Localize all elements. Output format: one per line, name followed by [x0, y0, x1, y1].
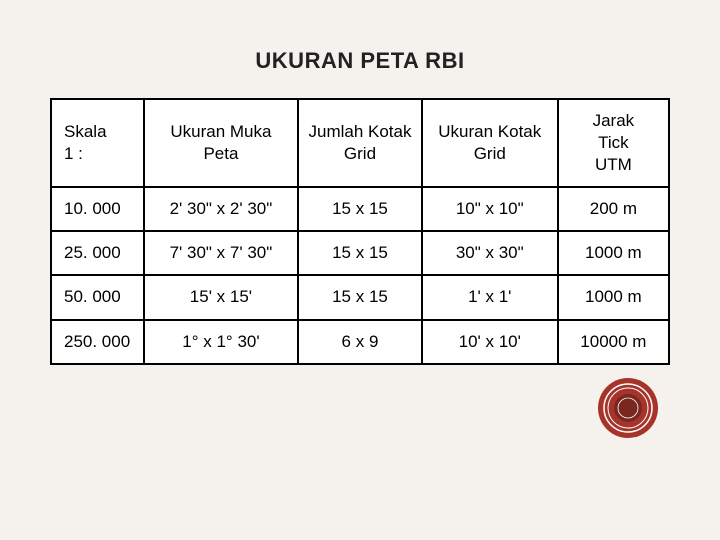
table-row: 50. 00015' x 15'15 x 151' x 1'1000 m — [51, 275, 669, 319]
table-container: Skala1 : Ukuran MukaPeta Jumlah KotakGri… — [50, 98, 670, 365]
table-cell: 2' 30" x 2' 30" — [144, 187, 299, 231]
table-cell: 15 x 15 — [298, 187, 422, 231]
table-row: 250. 0001° x 1° 30'6 x 910' x 10'10000 m — [51, 320, 669, 364]
table-cell: 10000 m — [558, 320, 669, 364]
col-header-ukuran-muka: Ukuran MukaPeta — [144, 99, 299, 187]
table-header-row: Skala1 : Ukuran MukaPeta Jumlah KotakGri… — [51, 99, 669, 187]
col-header-skala: Skala1 : — [51, 99, 144, 187]
table-body: 10. 0002' 30" x 2' 30"15 x 1510" x 10"20… — [51, 187, 669, 363]
table-cell: 250. 000 — [51, 320, 144, 364]
table-cell: 15 x 15 — [298, 231, 422, 275]
table-cell: 6 x 9 — [298, 320, 422, 364]
col-header-jarak-tick: JarakTickUTM — [558, 99, 669, 187]
page-title: UKURAN PETA RBI — [0, 0, 720, 98]
table-cell: 200 m — [558, 187, 669, 231]
table-row: 25. 0007' 30" x 7' 30"15 x 1530" x 30"10… — [51, 231, 669, 275]
col-header-ukuran-kotak: Ukuran KotakGrid — [422, 99, 558, 187]
table-cell: 10" x 10" — [422, 187, 558, 231]
table-cell: 15' x 15' — [144, 275, 299, 319]
col-header-jumlah-kotak: Jumlah KotakGrid — [298, 99, 422, 187]
table-cell: 10. 000 — [51, 187, 144, 231]
table-cell: 1000 m — [558, 231, 669, 275]
table-cell: 30" x 30" — [422, 231, 558, 275]
table-cell: 25. 000 — [51, 231, 144, 275]
table-cell: 7' 30" x 7' 30" — [144, 231, 299, 275]
table-row: 10. 0002' 30" x 2' 30"15 x 1510" x 10"20… — [51, 187, 669, 231]
table-cell: 1000 m — [558, 275, 669, 319]
table-cell: 10' x 10' — [422, 320, 558, 364]
rbi-table: Skala1 : Ukuran MukaPeta Jumlah KotakGri… — [50, 98, 670, 365]
table-cell: 1° x 1° 30' — [144, 320, 299, 364]
seal-icon — [596, 376, 660, 440]
table-cell: 50. 000 — [51, 275, 144, 319]
table-cell: 1' x 1' — [422, 275, 558, 319]
table-cell: 15 x 15 — [298, 275, 422, 319]
